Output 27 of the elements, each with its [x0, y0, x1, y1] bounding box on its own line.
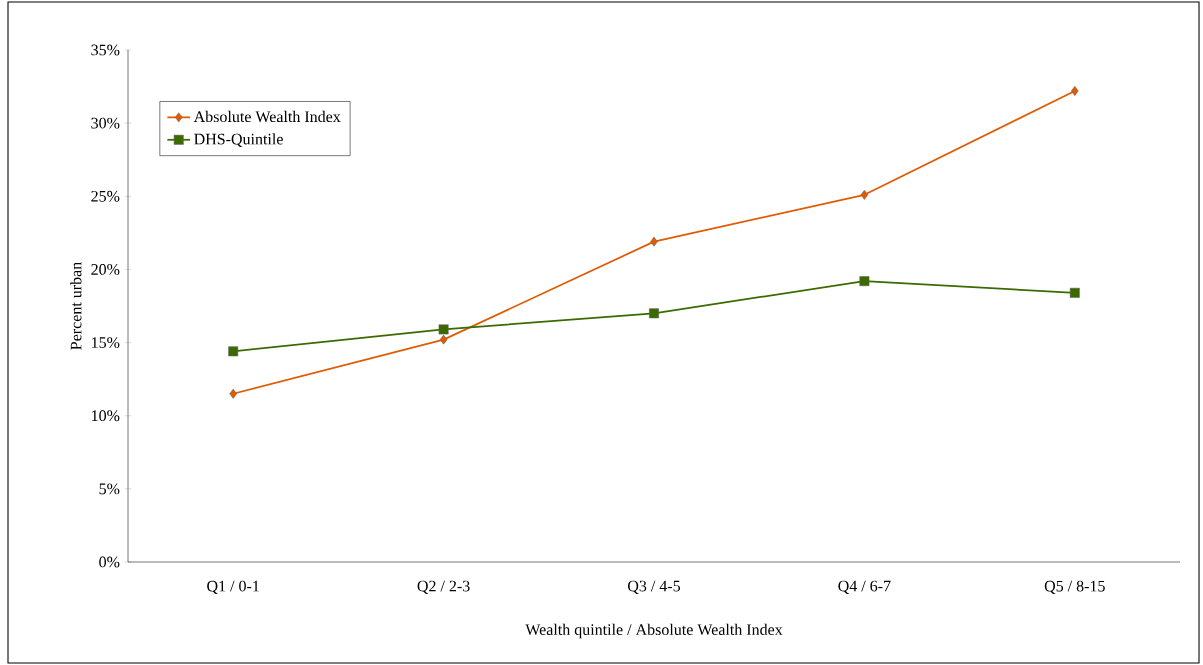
y-tick-label: 25% — [91, 190, 120, 202]
x-tick-label: Q5 / 8-15 — [1044, 580, 1105, 594]
y-tick-label: 35% — [91, 44, 120, 56]
point — [649, 308, 659, 319]
y-tick-label: 5% — [99, 483, 120, 495]
y-tick-label: 10% — [92, 410, 120, 422]
y-axis-title: Percent urban — [70, 262, 82, 350]
x-tick-label: Q1 / 0-1 — [207, 580, 259, 594]
point — [860, 189, 869, 200]
point — [1069, 287, 1080, 298]
x-tick-label: Q2 / 2-3 — [417, 580, 470, 594]
point — [1071, 86, 1079, 96]
x-axis-title: Wealth quintile / Absolute Wealth Index — [525, 623, 783, 639]
point — [650, 236, 658, 247]
y-tick-label: 20% — [91, 264, 120, 275]
legend-label: DHS-Quintile — [194, 133, 283, 147]
point — [439, 334, 448, 345]
point — [228, 346, 239, 357]
x-tick-label: Q4 / 6-7 — [838, 580, 891, 594]
legend-label: Absolute Wealth Index — [193, 110, 341, 123]
point — [859, 276, 870, 287]
y-tick-label: 15% — [92, 337, 120, 348]
x-tick-label: Q3 / 4-5 — [627, 580, 681, 594]
y-tick-label: 0% — [99, 556, 120, 568]
point — [438, 324, 449, 335]
point — [229, 388, 237, 399]
y-tick-label: 30% — [91, 117, 120, 129]
